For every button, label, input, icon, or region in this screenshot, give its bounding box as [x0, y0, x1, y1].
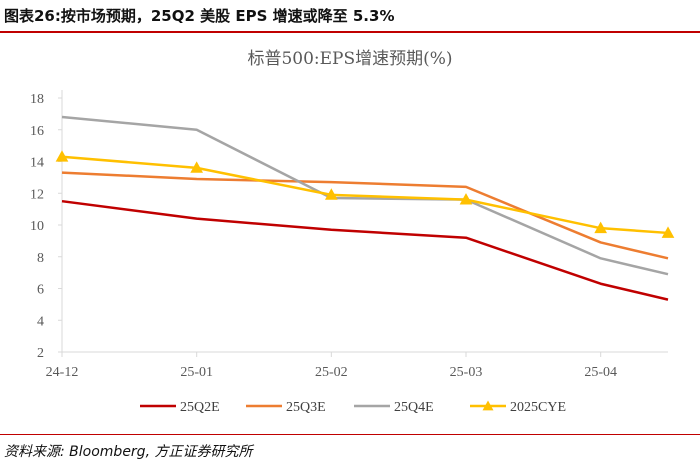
y-tick-label: 14 [30, 156, 44, 171]
series-25q3e [61, 171, 669, 260]
figure-title: 图表26:按市场预期，25Q2 美股 EPS 增速或降至 5.3% [4, 7, 395, 25]
axes [61, 90, 668, 353]
title-divider [0, 31, 700, 33]
legend: 25Q2E 25Q3E 25Q4E 2025CYE [140, 400, 566, 415]
x-tick-label: 25-03 [450, 365, 483, 380]
source-divider [0, 434, 700, 435]
legend-marker [482, 400, 494, 411]
data-point-marker [324, 188, 338, 200]
source-note: 资料来源: Bloomberg, 方正证券研究所 [4, 444, 253, 460]
y-tick-label: 8 [37, 251, 44, 266]
data-point-marker [55, 150, 69, 162]
series-lines [55, 115, 675, 301]
data-point-marker [190, 161, 204, 173]
data-point-marker [459, 193, 473, 205]
chart-title: 标普500:EPS增速预期(%) [247, 49, 452, 69]
series-line [61, 199, 669, 301]
x-tick-label: 25-02 [315, 365, 348, 380]
legend-item: 25Q3E [246, 400, 326, 415]
y-axis-ticks: 2 4 6 8 10 12 14 16 18 [30, 92, 62, 361]
y-tick-label: 4 [37, 314, 44, 329]
series-line [61, 115, 669, 276]
line-chart: 标普500:EPS增速预期(%) 2 4 6 8 10 12 14 16 18 24-12 25-… [30, 49, 675, 415]
legend-label: 25Q3E [286, 400, 326, 415]
y-tick-label: 12 [30, 187, 44, 202]
series-2025cye [55, 150, 675, 238]
x-tick-label: 24-12 [46, 365, 79, 380]
x-tick-label: 25-01 [180, 365, 213, 380]
legend-item: 25Q4E [354, 400, 434, 415]
series-line [61, 155, 669, 235]
y-tick-label: 10 [30, 219, 44, 234]
y-tick-label: 2 [37, 346, 44, 361]
x-tick-label: 25-04 [584, 365, 617, 380]
legend-label: 25Q2E [180, 400, 220, 415]
y-tick-label: 18 [30, 92, 44, 107]
legend-item: 2025CYE [470, 400, 566, 415]
data-point-marker [594, 221, 608, 234]
legend-label: 2025CYE [510, 400, 566, 415]
data-point-marker [661, 226, 675, 238]
y-tick-label: 6 [37, 283, 44, 298]
y-tick-label: 16 [30, 124, 44, 139]
series-line [61, 171, 669, 260]
series-25q2e [61, 199, 669, 301]
legend-label: 25Q4E [394, 400, 434, 415]
x-axis-ticks: 24-12 25-01 25-02 25-03 25-04 [46, 352, 617, 380]
legend-item: 25Q2E [140, 400, 220, 415]
series-25q4e [61, 115, 669, 276]
